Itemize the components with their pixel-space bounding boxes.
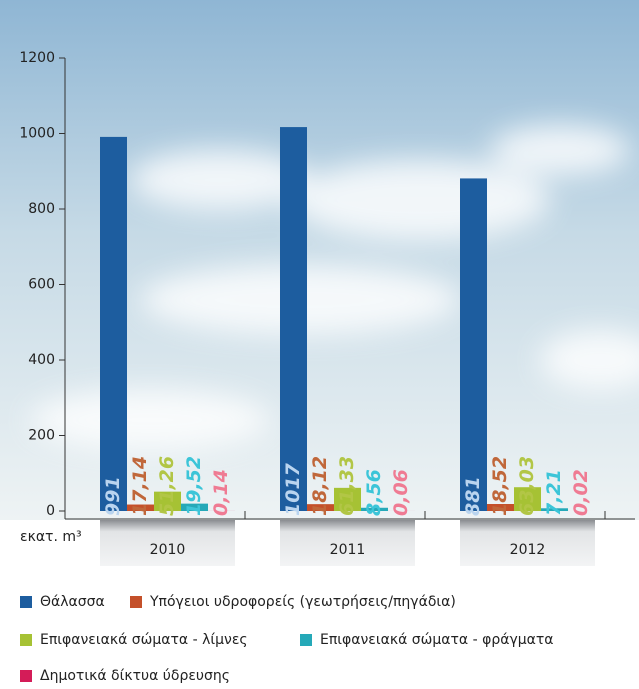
- bar: [280, 127, 307, 512]
- x-tick-label: 2012: [510, 542, 546, 558]
- bar: [487, 504, 514, 511]
- value-label: 17,14: [129, 456, 151, 516]
- value-label: 991: [102, 476, 124, 516]
- y-tick-label: 600: [28, 277, 55, 293]
- category-band: [460, 520, 595, 566]
- legend-label: Επιφανειακά σώματα - λίμνες: [40, 632, 248, 648]
- value-label: 0,02: [570, 469, 592, 516]
- value-label: 0,06: [390, 469, 412, 516]
- x-tick-label: 2010: [150, 542, 186, 558]
- y-tick-label: 800: [28, 201, 55, 217]
- legend-swatch: [20, 596, 32, 608]
- value-label: 18,52: [489, 456, 511, 516]
- legend-label: Επιφανειακά σώματα - φράγματα: [320, 632, 554, 648]
- y-tick-label: 400: [28, 352, 55, 368]
- x-tick-label: 2011: [330, 542, 366, 558]
- y-tick-label: 0: [46, 503, 55, 519]
- y-tick-label: 1200: [19, 50, 55, 66]
- legend-label: Θάλασσα: [40, 594, 105, 610]
- value-label: 8,56: [363, 469, 385, 516]
- legend-swatch: [130, 596, 142, 608]
- bar: [334, 487, 361, 511]
- bar: [100, 136, 127, 511]
- bar: [361, 507, 388, 511]
- value-label: 19,52: [183, 456, 205, 516]
- value-label: 1017: [282, 462, 304, 516]
- bar: [514, 487, 541, 511]
- legend-swatch: [20, 670, 32, 682]
- y-tick-label: 200: [28, 428, 55, 444]
- value-label: 0,14: [210, 469, 232, 516]
- bar: [154, 491, 181, 511]
- bar: [460, 178, 487, 512]
- bar: [181, 503, 208, 511]
- value-label: 63,03: [516, 456, 538, 516]
- y-tick-label: 1000: [19, 126, 55, 142]
- value-label: 881: [462, 476, 484, 516]
- value-label: 51,26: [156, 456, 178, 516]
- category-band: [100, 520, 235, 566]
- legend-swatch: [20, 634, 32, 646]
- category-band: [280, 520, 415, 566]
- bar: [307, 504, 334, 511]
- bar: [127, 504, 154, 511]
- value-label: 61,33: [336, 456, 358, 516]
- legend-label: Υπόγειοι υδροφορείς (γεωτρήσεις/πηγάδια): [149, 594, 456, 610]
- value-label: 18,12: [309, 456, 331, 516]
- y-axis-label: εκατ. m³: [20, 529, 82, 545]
- value-label: 7,21: [543, 469, 565, 516]
- legend-swatch: [300, 634, 312, 646]
- legend-label: Δημοτικά δίκτυα ύδρευσης: [40, 668, 230, 684]
- bar: [541, 508, 568, 511]
